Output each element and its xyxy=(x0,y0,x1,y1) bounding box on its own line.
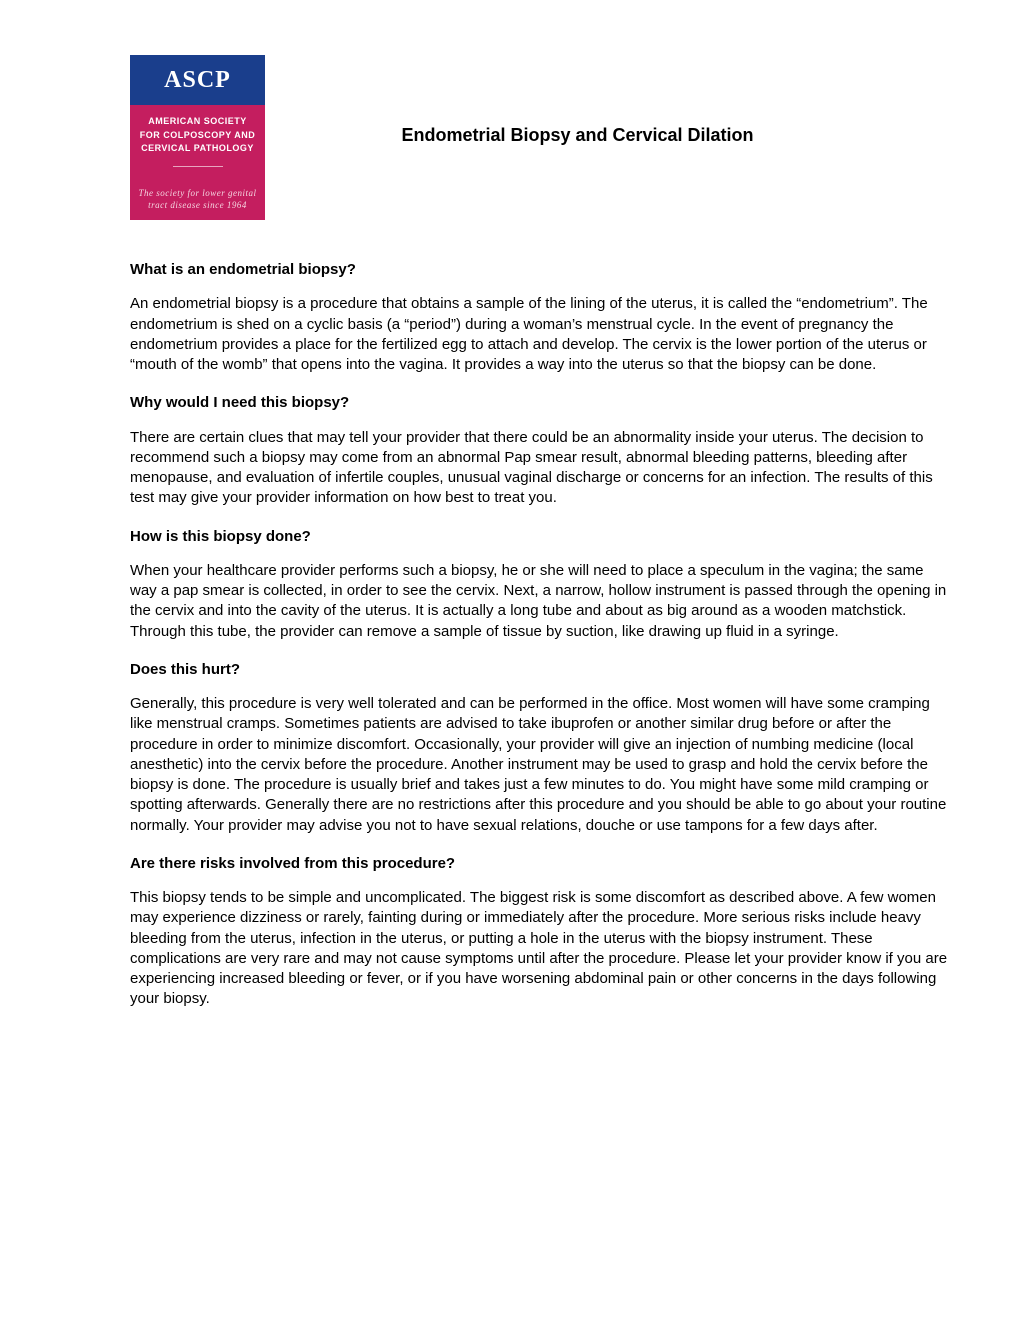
section-heading: How is this biopsy done? xyxy=(130,527,950,547)
logo-divider xyxy=(173,166,223,167)
content: What is an endometrial biopsy? An endome… xyxy=(130,260,950,1010)
section-body: This biopsy tends to be simple and uncom… xyxy=(130,888,950,1010)
section-heading: Does this hurt? xyxy=(130,660,950,680)
document-title: Endometrial Biopsy and Cervical Dilation xyxy=(265,55,950,147)
section-heading: What is an endometrial biopsy? xyxy=(130,260,950,280)
logo-tagline: The society for lower genital tract dise… xyxy=(136,187,259,212)
section-heading: Why would I need this biopsy? xyxy=(130,393,950,413)
section-heading: Are there risks involved from this proce… xyxy=(130,854,950,874)
logo-tagline-line2: tract disease since 1964 xyxy=(136,199,259,212)
document-page: ASCP AMERICAN SOCIETY FOR COLPOSCOPY AND… xyxy=(0,0,1020,1320)
section-body: When your healthcare provider performs s… xyxy=(130,561,950,642)
section-body: An endometrial biopsy is a procedure tha… xyxy=(130,294,950,375)
section-body: There are certain clues that may tell yo… xyxy=(130,428,950,509)
logo-line3: CERVICAL PATHOLOGY xyxy=(136,142,259,156)
logo-line2: FOR COLPOSCOPY AND xyxy=(136,129,259,143)
logo-line1: AMERICAN SOCIETY xyxy=(136,115,259,129)
logo-body-block: AMERICAN SOCIETY FOR COLPOSCOPY AND CERV… xyxy=(130,105,265,220)
section-body: Generally, this procedure is very well t… xyxy=(130,694,950,836)
header-row: ASCP AMERICAN SOCIETY FOR COLPOSCOPY AND… xyxy=(130,55,950,220)
logo-acronym-block: ASCP xyxy=(130,55,265,105)
asccp-logo: ASCP AMERICAN SOCIETY FOR COLPOSCOPY AND… xyxy=(130,55,265,220)
logo-acronym: ASCP xyxy=(164,64,231,96)
logo-tagline-line1: The society for lower genital xyxy=(136,187,259,200)
